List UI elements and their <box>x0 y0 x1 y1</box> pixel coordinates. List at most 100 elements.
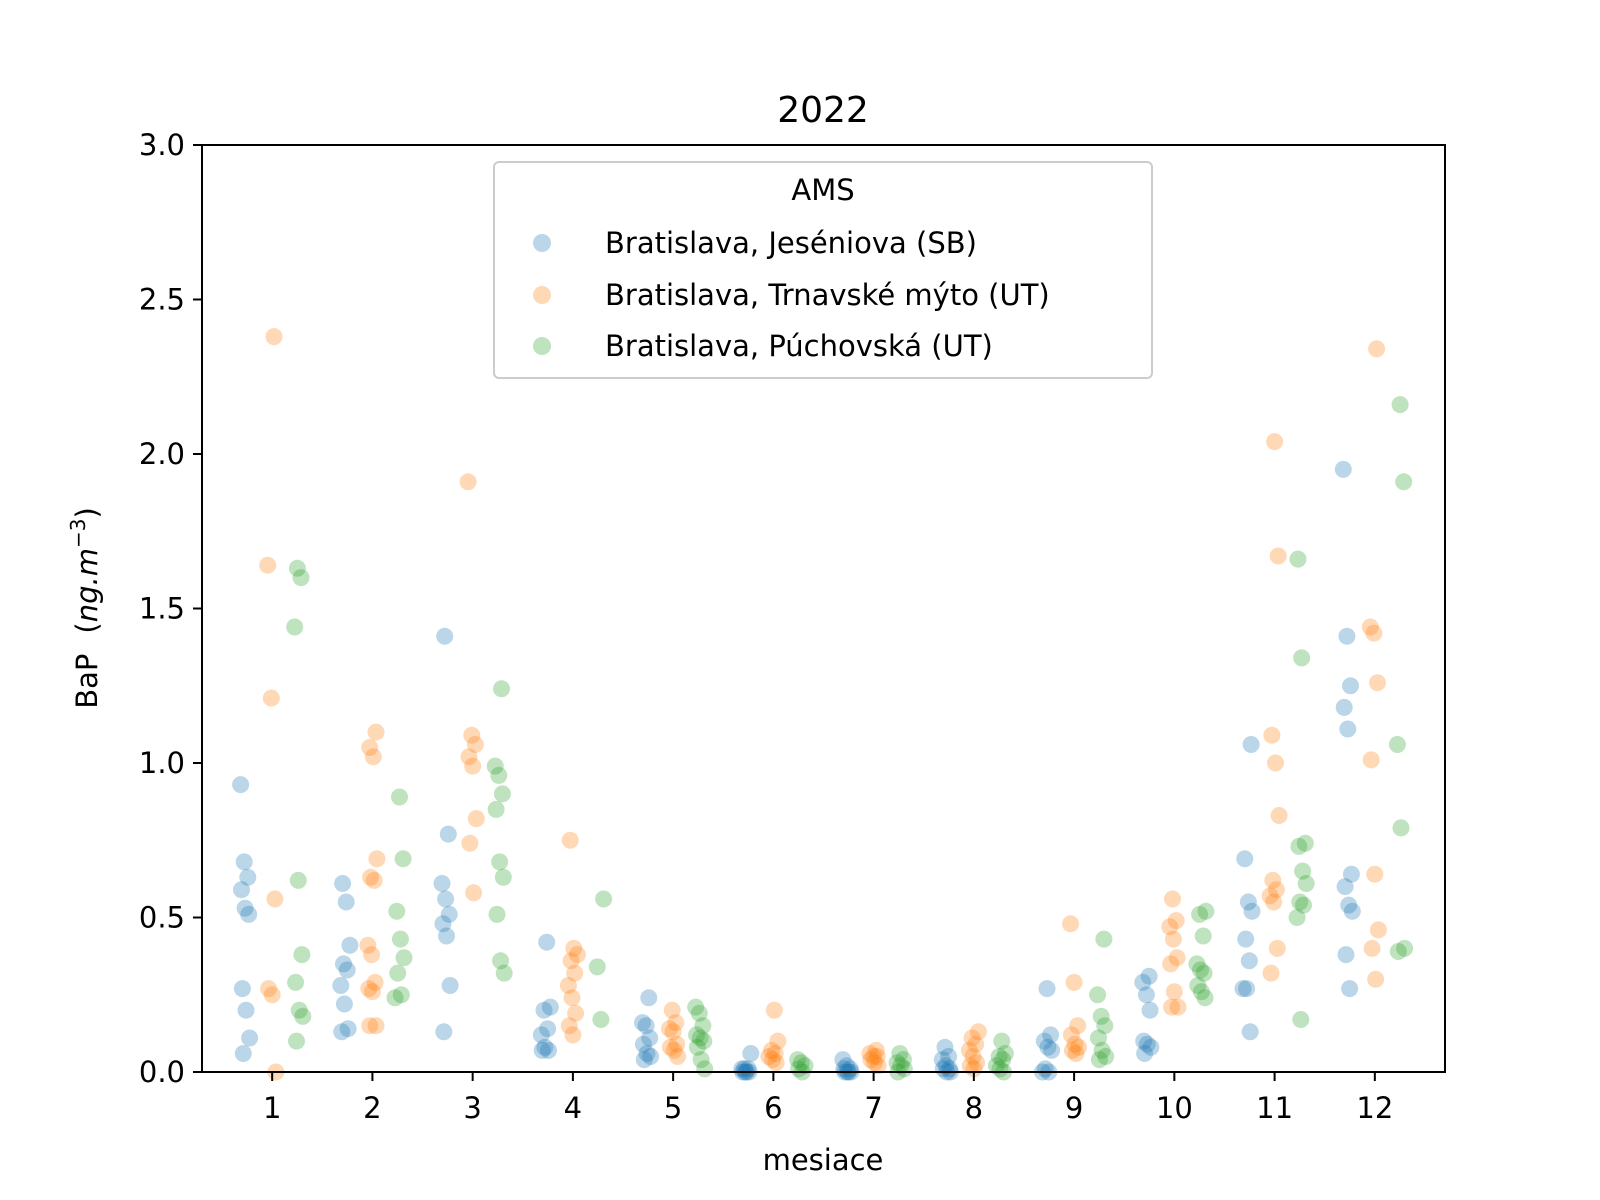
data-point-series-1 <box>961 1057 979 1075</box>
data-point-series-1 <box>1062 915 1079 933</box>
data-point-series-1 <box>459 473 477 491</box>
data-point-series-2 <box>695 1032 713 1050</box>
y-axis-label-unit: ng.m <box>70 548 104 622</box>
data-point-series-1 <box>1361 618 1379 636</box>
data-point-series-1 <box>1065 973 1083 991</box>
data-point-series-2 <box>395 949 413 967</box>
data-point-series-0 <box>1239 893 1257 911</box>
data-point-series-2 <box>694 1017 712 1035</box>
data-point-series-1 <box>1363 939 1381 957</box>
data-point-series-1 <box>969 1023 987 1041</box>
data-point-series-1 <box>363 946 380 964</box>
y-tick-label: 3.0 <box>139 128 185 162</box>
data-point-series-0 <box>1137 986 1155 1004</box>
data-point-series-2 <box>1293 649 1311 667</box>
data-point-series-1 <box>559 977 577 994</box>
data-point-series-0 <box>1243 902 1261 920</box>
data-point-series-1 <box>964 1048 982 1065</box>
data-point-series-2 <box>394 850 412 868</box>
data-point-series-1 <box>361 1017 379 1035</box>
data-point-series-0 <box>539 1020 557 1038</box>
data-point-series-2 <box>493 785 511 803</box>
data-point-series-1 <box>560 1017 578 1035</box>
data-point-series-2 <box>894 1051 912 1069</box>
data-point-series-1 <box>1369 674 1386 692</box>
data-point-series-1 <box>963 1029 981 1047</box>
data-point-series-1 <box>368 850 386 868</box>
data-point-series-1 <box>669 1048 687 1065</box>
data-point-series-0 <box>1340 896 1358 914</box>
data-point-series-2 <box>491 853 509 871</box>
data-point-series-0 <box>1138 1035 1156 1053</box>
data-point-series-2 <box>796 1057 814 1075</box>
data-point-series-2 <box>1292 1011 1310 1028</box>
data-point-series-0 <box>1141 1001 1159 1019</box>
data-point-series-2 <box>595 890 613 908</box>
data-point-series-0 <box>334 875 352 892</box>
y-tick-label: 2.0 <box>139 437 185 471</box>
data-point-series-0 <box>540 1041 557 1059</box>
y-tick-label: 0.0 <box>139 1055 185 1089</box>
x-axis-label: mesiace <box>763 1143 884 1177</box>
legend-marker-trnavske-myto <box>533 286 551 304</box>
data-point-series-2 <box>391 788 408 806</box>
data-point-series-1 <box>362 868 380 886</box>
data-point-series-2 <box>892 1057 910 1075</box>
x-tick-label: 4 <box>564 1091 582 1125</box>
data-point-series-2 <box>1194 927 1212 945</box>
x-tick-label: 6 <box>764 1091 782 1125</box>
data-point-series-1 <box>1165 983 1183 1001</box>
data-point-series-1 <box>668 1035 686 1053</box>
data-point-series-1 <box>1264 871 1282 889</box>
data-point-series-0 <box>1242 736 1260 753</box>
data-point-series-2 <box>1093 1041 1111 1059</box>
data-point-series-0 <box>232 776 250 794</box>
data-point-series-1 <box>265 328 283 346</box>
data-point-series-0 <box>634 1035 652 1053</box>
data-point-series-1 <box>869 1057 887 1075</box>
data-point-series-0 <box>332 977 350 994</box>
data-point-series-1 <box>1168 949 1186 967</box>
data-point-series-0 <box>439 825 457 843</box>
data-point-series-2 <box>292 569 310 587</box>
x-tick-label: 2 <box>363 1091 381 1125</box>
data-point-series-2 <box>287 973 305 991</box>
data-point-series-1 <box>565 939 583 957</box>
data-point-series-0 <box>1335 698 1353 716</box>
x-tick-label: 11 <box>1256 1091 1293 1125</box>
data-point-series-0 <box>235 853 253 871</box>
data-point-series-2 <box>289 871 307 889</box>
data-point-series-0 <box>835 1060 853 1078</box>
data-point-series-0 <box>1236 850 1254 868</box>
data-point-series-0 <box>1142 1038 1160 1056</box>
data-point-series-2 <box>1396 939 1414 957</box>
data-point-series-1 <box>1164 890 1181 908</box>
data-point-series-0 <box>437 890 455 908</box>
data-point-series-0 <box>1036 1060 1054 1078</box>
data-point-series-0 <box>1043 1041 1061 1059</box>
data-point-series-1 <box>1162 955 1180 973</box>
data-point-series-1 <box>1267 881 1285 899</box>
data-point-series-0 <box>1035 1032 1053 1050</box>
y-tick-label: 1.0 <box>139 746 185 780</box>
data-point-series-0 <box>1338 627 1356 645</box>
data-point-series-1 <box>1066 1035 1084 1053</box>
data-point-series-1 <box>861 1045 879 1062</box>
data-point-series-0 <box>933 1051 951 1069</box>
data-point-series-2 <box>1295 896 1312 914</box>
legend-title: AMS <box>791 173 854 207</box>
data-point-series-2 <box>1296 834 1314 852</box>
legend-label-jeseniova: Bratislava, Jeséniova (SB) <box>605 226 977 260</box>
data-point-series-0 <box>1341 980 1359 998</box>
data-point-series-2 <box>689 1038 706 1056</box>
data-point-series-0 <box>434 915 452 933</box>
data-point-series-1 <box>665 1041 683 1059</box>
data-point-series-2 <box>391 930 409 948</box>
data-point-series-1 <box>1368 340 1386 358</box>
data-point-series-0 <box>1336 878 1354 896</box>
data-point-series-0 <box>838 1057 856 1075</box>
data-point-series-1 <box>760 1048 778 1065</box>
data-point-series-2 <box>789 1051 807 1069</box>
data-point-series-2 <box>1089 986 1107 1004</box>
